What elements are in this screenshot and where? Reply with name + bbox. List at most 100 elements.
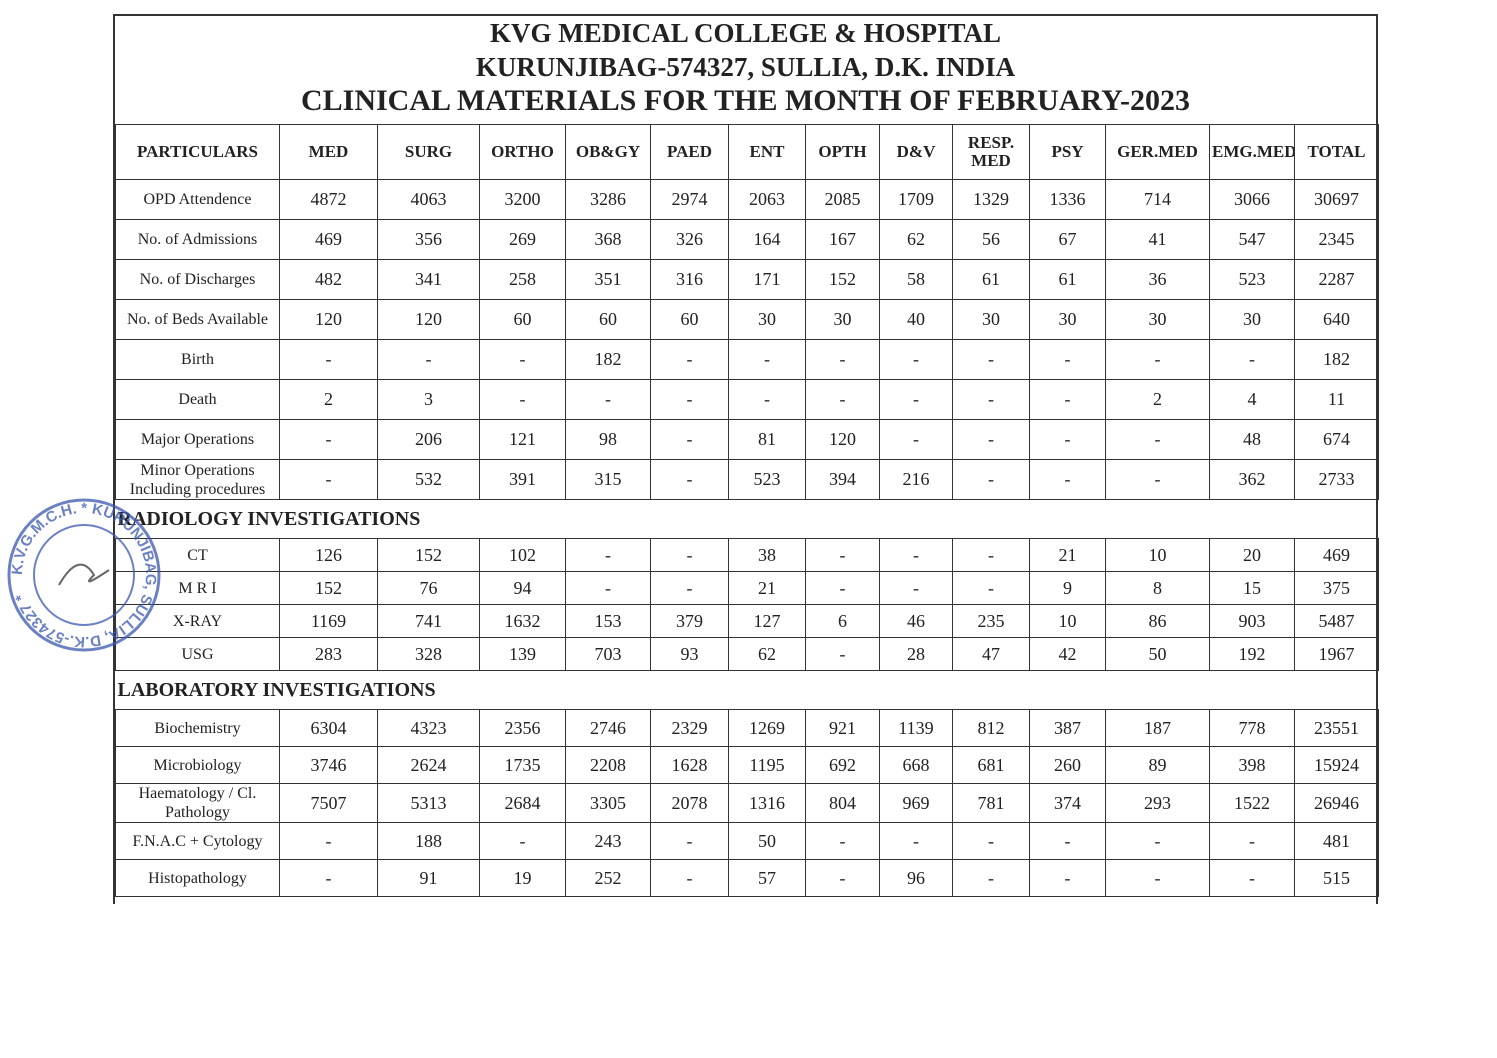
- cell: -: [279, 822, 378, 860]
- cell: 30: [805, 299, 880, 340]
- cell: 89: [1105, 746, 1210, 784]
- cell: 469: [279, 219, 378, 260]
- cell: 903: [1209, 604, 1295, 638]
- column-header: RESP. MED: [952, 124, 1030, 180]
- cell: 2329: [650, 709, 729, 747]
- cell: 2733: [1294, 459, 1379, 500]
- cell: 482: [279, 259, 378, 300]
- cell: 60: [479, 299, 566, 340]
- cell: 3286: [565, 179, 651, 220]
- cell: 778: [1209, 709, 1295, 747]
- cell: 341: [377, 259, 480, 300]
- cell: -: [650, 379, 729, 420]
- cell: -: [805, 538, 880, 572]
- cell: 120: [279, 299, 378, 340]
- section-title: RADIOLOGY INVESTIGATIONS: [115, 499, 1379, 539]
- cell: 19: [479, 859, 566, 897]
- row-label: No. of Discharges: [115, 259, 280, 300]
- table-row: M R I 152 76 94- -21- - -9 8 15 375: [115, 571, 1379, 605]
- cell: 368: [565, 219, 651, 260]
- stamp-ring: [7, 498, 161, 652]
- cell: -: [952, 822, 1030, 860]
- column-header: ENT: [728, 124, 806, 180]
- cell: 3200: [479, 179, 566, 220]
- cell: 523: [728, 459, 806, 500]
- row-label: Microbiology: [115, 746, 280, 784]
- cell: 2085: [805, 179, 880, 220]
- cell: 243: [565, 822, 651, 860]
- cell: 375: [1294, 571, 1379, 605]
- cell: 2974: [650, 179, 729, 220]
- cell: 93: [650, 637, 729, 671]
- cell: -: [279, 339, 378, 380]
- cell: 1522: [1209, 783, 1295, 823]
- row-label: CT: [115, 538, 280, 572]
- cell: 379: [650, 604, 729, 638]
- cell: 283: [279, 637, 378, 671]
- cell: -: [1029, 379, 1106, 420]
- cell: 120: [805, 419, 880, 460]
- cell: -: [805, 637, 880, 671]
- cell: 30: [1209, 299, 1295, 340]
- row-label: M R I: [115, 571, 280, 605]
- cell: 391: [479, 459, 566, 500]
- row-label: Histopathology: [115, 859, 280, 897]
- cell: 41: [1105, 219, 1210, 260]
- cell: 96: [879, 859, 953, 897]
- cell: 61: [952, 259, 1030, 300]
- cell: 2063: [728, 179, 806, 220]
- cell: -: [879, 379, 953, 420]
- cell: 4872: [279, 179, 378, 220]
- cell: -: [1105, 822, 1210, 860]
- cell: 182: [565, 339, 651, 380]
- column-header: D&V: [879, 124, 953, 180]
- column-header: PAED: [650, 124, 729, 180]
- cell: -: [879, 419, 953, 460]
- cell: -: [805, 822, 880, 860]
- table-row: Microbiology 3746 2624 1735 2208 1628 1195 692 6…: [115, 746, 1379, 784]
- cell: -: [1105, 339, 1210, 380]
- cell: 1628: [650, 746, 729, 784]
- cell: -: [1029, 459, 1106, 500]
- cell: 1316: [728, 783, 806, 823]
- table-row: No. of Discharges 482 341 258 351 316 171 152 58…: [115, 259, 1379, 300]
- cell: -: [1209, 339, 1295, 380]
- column-header: ORTHO: [479, 124, 566, 180]
- cell: -: [650, 419, 729, 460]
- cell: 781: [952, 783, 1030, 823]
- column-header: OB&GY: [565, 124, 651, 180]
- cell: 47: [952, 637, 1030, 671]
- cell: 206: [377, 419, 480, 460]
- cell: -: [279, 419, 378, 460]
- cell: 2356: [479, 709, 566, 747]
- cell: 692: [805, 746, 880, 784]
- cell: 362: [1209, 459, 1295, 500]
- cell: 2: [1105, 379, 1210, 420]
- cell: 152: [377, 538, 480, 572]
- cell: 3066: [1209, 179, 1295, 220]
- cell: 81: [728, 419, 806, 460]
- cell: 3305: [565, 783, 651, 823]
- cell: 11: [1294, 379, 1379, 420]
- cell: 1632: [479, 604, 566, 638]
- table-row: OPD Attendence 4872 4063 3200 3286 2974 2063 20…: [115, 179, 1379, 220]
- column-header: SURG: [377, 124, 480, 180]
- cell: 42: [1029, 637, 1106, 671]
- cell: 1139: [879, 709, 953, 747]
- row-label: OPD Attendence: [115, 179, 280, 220]
- cell: 30: [952, 299, 1030, 340]
- cell: 4: [1209, 379, 1295, 420]
- table-row: Birth - - -182- - - - - - - -182: [115, 339, 1379, 380]
- cell: 316: [650, 259, 729, 300]
- table: PARTICULARS MED SURG ORTHO OB&GY PAED ENT OPTH D…: [115, 124, 1379, 897]
- cell: 469: [1294, 538, 1379, 572]
- cell: 315: [565, 459, 651, 500]
- cell: -: [565, 538, 651, 572]
- cell: 2208: [565, 746, 651, 784]
- cell: 30: [1105, 299, 1210, 340]
- cell: 394: [805, 459, 880, 500]
- cell: 36: [1105, 259, 1210, 300]
- cell: 188: [377, 822, 480, 860]
- cell: 56: [952, 219, 1030, 260]
- cell: -: [565, 379, 651, 420]
